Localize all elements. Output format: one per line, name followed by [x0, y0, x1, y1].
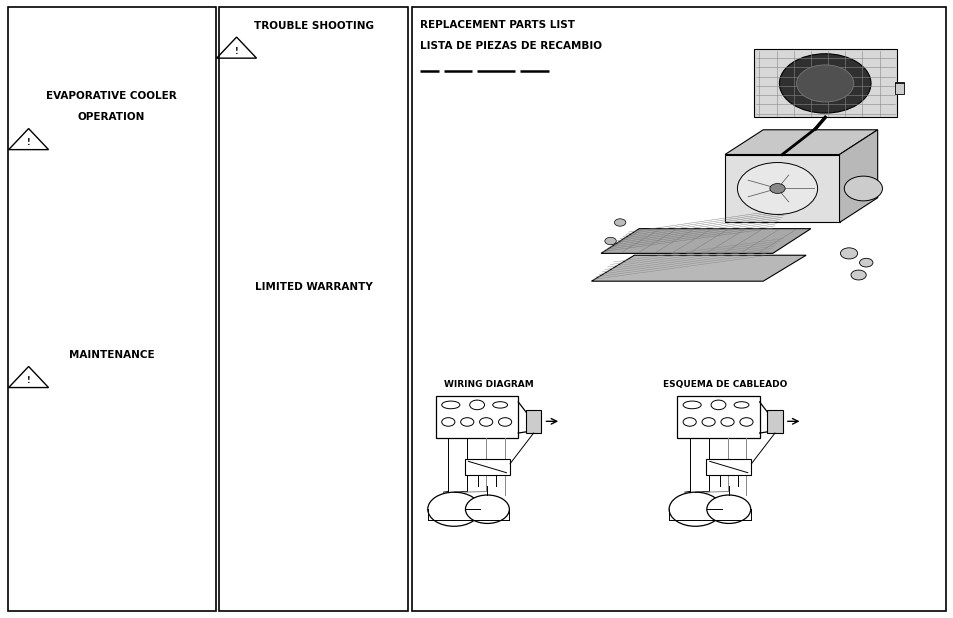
Circle shape: [469, 400, 484, 410]
Circle shape: [740, 418, 752, 426]
Polygon shape: [839, 130, 877, 222]
Circle shape: [859, 258, 872, 267]
Polygon shape: [724, 154, 839, 222]
Text: WIRING DIAGRAM: WIRING DIAGRAM: [443, 380, 533, 389]
Ellipse shape: [441, 401, 459, 408]
Bar: [219, 7, 408, 611]
Text: OPERATION: OPERATION: [78, 112, 145, 122]
Text: LIMITED WARRANTY: LIMITED WARRANTY: [254, 282, 373, 292]
Text: REPLACEMENT PARTS LIST: REPLACEMENT PARTS LIST: [419, 20, 574, 30]
Bar: [464, 459, 510, 475]
Text: !: !: [27, 376, 30, 385]
Polygon shape: [753, 49, 896, 117]
Bar: [8, 7, 215, 611]
Circle shape: [460, 418, 474, 426]
Circle shape: [479, 418, 493, 426]
Circle shape: [706, 495, 750, 523]
Text: LISTA DE PIEZAS DE RECAMBIO: LISTA DE PIEZAS DE RECAMBIO: [419, 41, 601, 51]
Text: !: !: [234, 47, 238, 56]
Polygon shape: [600, 229, 810, 253]
Circle shape: [614, 219, 625, 226]
Circle shape: [604, 237, 616, 245]
Ellipse shape: [734, 402, 748, 408]
Circle shape: [427, 492, 480, 527]
Bar: [677, 396, 759, 438]
Circle shape: [701, 418, 715, 426]
Polygon shape: [724, 130, 877, 154]
Circle shape: [465, 495, 509, 523]
Bar: [766, 410, 781, 433]
Circle shape: [668, 492, 721, 527]
Text: !: !: [27, 138, 30, 147]
Circle shape: [796, 65, 853, 102]
Bar: [525, 410, 540, 433]
Ellipse shape: [682, 401, 700, 408]
Bar: [412, 7, 945, 611]
Bar: [894, 82, 903, 94]
Circle shape: [710, 400, 725, 410]
Circle shape: [720, 418, 734, 426]
Text: MAINTENANCE: MAINTENANCE: [69, 350, 154, 360]
Circle shape: [850, 270, 865, 280]
Bar: [436, 396, 517, 438]
Text: TROUBLE SHOOTING: TROUBLE SHOOTING: [253, 21, 374, 31]
Text: ESQUEMA DE CABLEADO: ESQUEMA DE CABLEADO: [662, 380, 786, 389]
Circle shape: [769, 184, 784, 193]
Circle shape: [682, 418, 696, 426]
Ellipse shape: [493, 402, 507, 408]
Circle shape: [498, 418, 511, 426]
Polygon shape: [591, 255, 805, 281]
Bar: [705, 459, 751, 475]
Circle shape: [737, 163, 817, 214]
Circle shape: [441, 418, 455, 426]
Text: EVAPORATIVE COOLER: EVAPORATIVE COOLER: [46, 91, 177, 101]
Circle shape: [840, 248, 857, 259]
Circle shape: [779, 54, 870, 113]
Circle shape: [843, 176, 882, 201]
